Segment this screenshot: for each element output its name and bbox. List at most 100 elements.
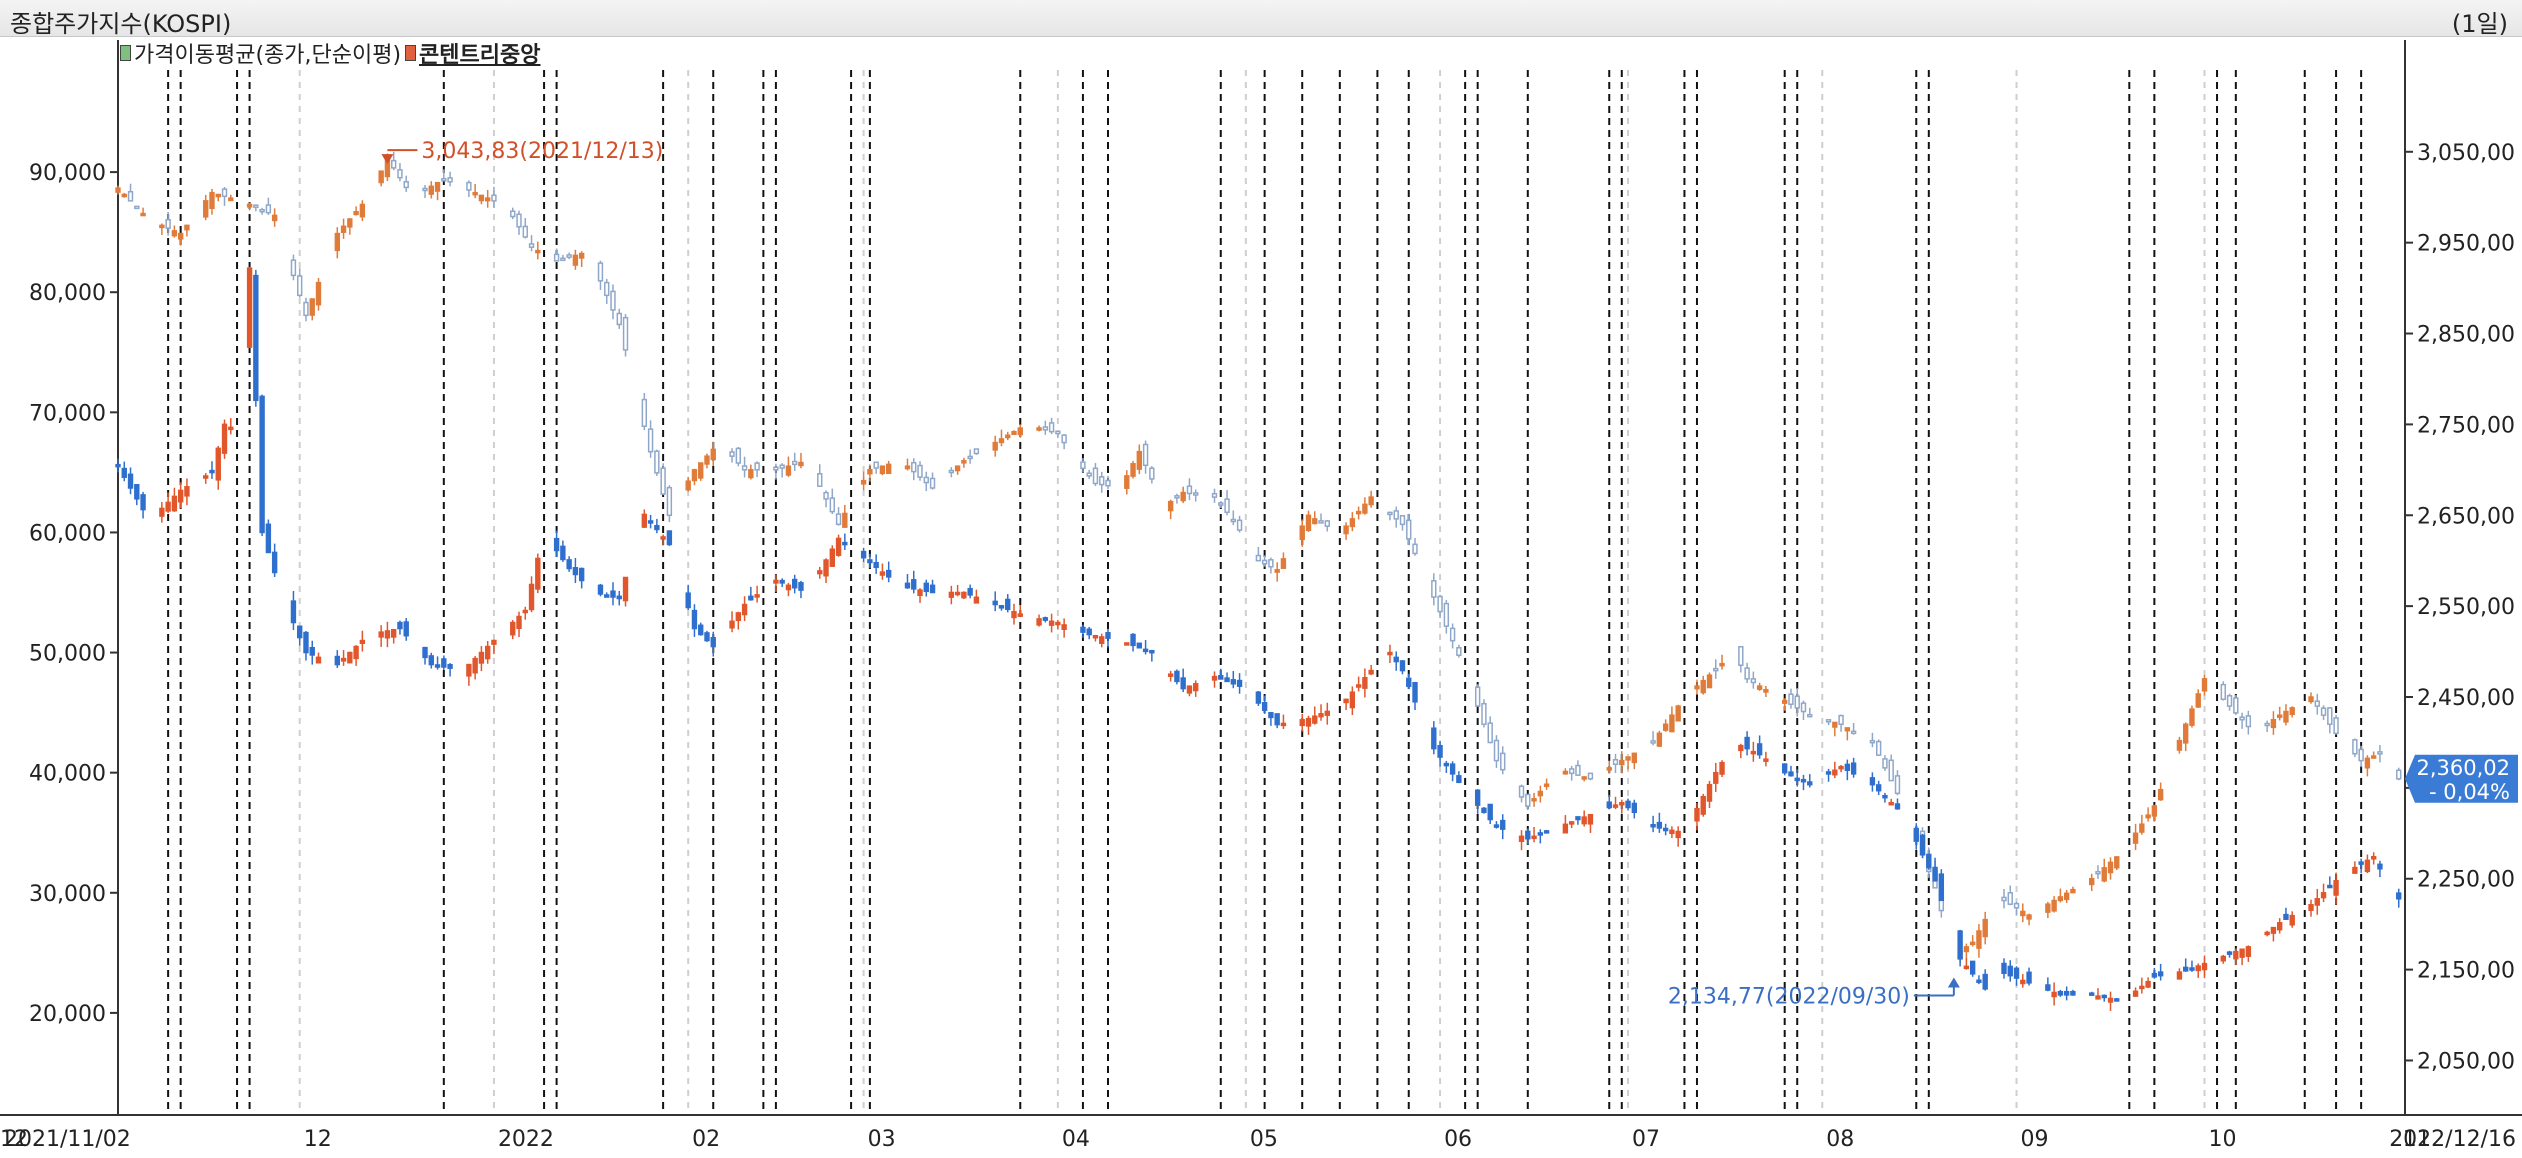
candle-body (1869, 739, 1876, 744)
candle-body (1756, 685, 1763, 690)
candle-body (378, 631, 384, 638)
candle-body (1963, 965, 1970, 970)
candle-body (566, 254, 572, 258)
candle-body (560, 545, 566, 561)
candle-body (340, 225, 347, 233)
candle-body (171, 230, 178, 237)
candle-body (1518, 785, 1525, 798)
candle-body (2139, 823, 2145, 833)
candle-body (1406, 519, 1412, 540)
candle-body (1543, 783, 1550, 787)
candle-body (1005, 434, 1011, 439)
legend-item-stock[interactable]: 콘텐트리중앙 (405, 37, 541, 69)
candle-body (735, 612, 742, 622)
candle-body (528, 243, 535, 248)
x-tick-label: 02 (692, 1127, 720, 1152)
candle-body (1061, 624, 1067, 630)
candle-body (428, 655, 434, 666)
candle-body (510, 210, 516, 218)
candle-body (729, 451, 735, 457)
candle-body (290, 259, 297, 277)
candle-body (1781, 763, 1788, 774)
candle-body (522, 225, 528, 238)
candle-body (698, 462, 704, 479)
candle-body (1449, 763, 1456, 775)
price-tag-change: - 0,04% (2429, 780, 2510, 804)
right-tick-label: 2,950,00 (2417, 232, 2515, 257)
legend-item-moving-average[interactable]: 가격이동평균(종가,단순이평) (120, 37, 401, 69)
right-tick-label: 2,550,00 (2417, 595, 2515, 620)
legend-label: 콘텐트리중앙 (419, 43, 541, 68)
candle-body (2314, 700, 2320, 707)
candle-body (2195, 693, 2201, 708)
candle-body (1619, 759, 1625, 766)
candle-body (873, 461, 879, 469)
candle-body (842, 512, 848, 528)
candle-body (792, 578, 798, 589)
candle-body (860, 550, 867, 559)
candle-body (1625, 756, 1631, 761)
candle-body (1318, 520, 1324, 524)
candle-body (1543, 830, 1550, 834)
candle-body (560, 257, 566, 262)
candle-body (2283, 913, 2289, 920)
candle-body (1437, 595, 1443, 613)
candle-body (948, 591, 955, 598)
candle-body (2308, 696, 2314, 703)
candle-body (2001, 896, 2007, 902)
candle-body (297, 625, 303, 639)
candle-body (1612, 804, 1619, 808)
candle-body (1788, 693, 1794, 706)
candle-body (535, 249, 541, 254)
candle-body (610, 590, 616, 598)
candle-body (1612, 758, 1619, 765)
candle-body (1011, 430, 1017, 436)
candle-body (2352, 866, 2358, 874)
candle-body (2157, 971, 2164, 977)
candle-body (1738, 646, 1744, 666)
candle-body (1324, 710, 1330, 716)
x-tick-label: 06 (1444, 1127, 1472, 1152)
candle-body (1305, 514, 1312, 532)
candle-body (177, 232, 184, 240)
candle-body (1763, 688, 1769, 693)
candle-body (221, 188, 228, 198)
candle-body (1525, 793, 1531, 807)
candle-body (1531, 798, 1537, 802)
candle-body (1218, 502, 1224, 506)
candle-body (1393, 656, 1399, 663)
candle-body (1130, 463, 1136, 477)
candle-body (2245, 946, 2252, 957)
right-tick-label: 2,050,00 (2417, 1049, 2515, 1074)
candle-body (353, 645, 359, 660)
candle-body (2183, 723, 2189, 744)
candle-body (685, 480, 691, 491)
candle-body (2220, 955, 2226, 962)
candle-body (566, 559, 572, 570)
period-label[interactable]: (1일) (2451, 10, 2508, 38)
candle-body (121, 193, 127, 198)
candle-body (246, 267, 253, 348)
candle-body (1036, 427, 1042, 431)
candle-body (829, 548, 835, 567)
candle-body (1675, 705, 1681, 722)
candle-body (340, 657, 347, 662)
candle-body (1976, 930, 1982, 949)
candle-body (2051, 899, 2057, 912)
candle-body (315, 656, 322, 664)
candle-body (1443, 602, 1450, 627)
candle-body (1788, 771, 1794, 777)
candle-body (754, 462, 760, 471)
candle-body (478, 651, 485, 664)
candle-body (391, 628, 397, 638)
price-tag-value: 2,360,02 (2416, 756, 2510, 780)
candle-body (1493, 824, 1500, 828)
candle-body (829, 497, 835, 513)
candle-body (522, 609, 528, 614)
legend-swatch-icon (405, 45, 417, 61)
x-tick-label: 2022 (498, 1127, 554, 1152)
candle-body (1105, 479, 1111, 487)
candle-body (1662, 723, 1669, 731)
candle-body (203, 200, 209, 218)
